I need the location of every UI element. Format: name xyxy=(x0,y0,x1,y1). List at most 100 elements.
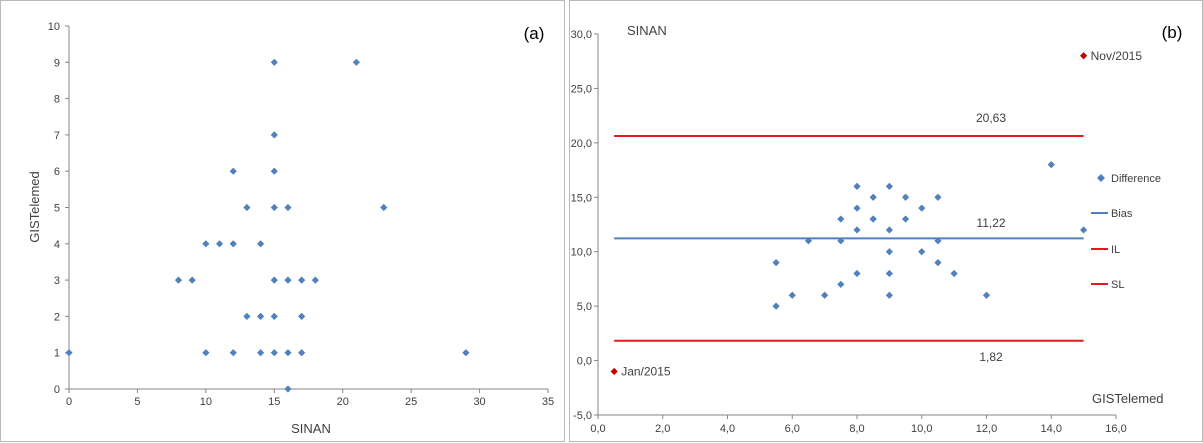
data-point-a xyxy=(298,349,305,356)
chart-title-b: SINAN xyxy=(627,23,667,38)
il-value-label: 1,82 xyxy=(979,350,1003,364)
data-point-a xyxy=(380,204,387,211)
data-point-a xyxy=(257,313,264,320)
sl-value-label: 20,63 xyxy=(976,111,1006,125)
data-point-a xyxy=(243,313,250,320)
y-tick-label-b: -5,0 xyxy=(573,410,592,422)
legend-b: Difference Bias IL SL xyxy=(1091,173,1161,291)
x-axis-title-b: GISTelemed xyxy=(1092,391,1164,406)
data-point-b xyxy=(837,215,844,222)
data-point-b xyxy=(789,292,796,299)
data-point-a xyxy=(284,204,291,211)
data-point-b xyxy=(886,183,893,190)
data-point-b xyxy=(934,259,941,266)
y-tick-label-a: 9 xyxy=(54,57,60,69)
outlier-label: Jan/2015 xyxy=(621,364,671,378)
scatter-plot-a: 0 5 10 15 20 25 30 35 0 1 2 3 4 5 6 7 8 9 10 (a) SINAN GIS… xyxy=(1,1,566,443)
legend-label-il: IL xyxy=(1111,244,1120,256)
data-point-a xyxy=(284,385,291,392)
y-tick-label-b: 5,0 xyxy=(577,301,592,313)
data-point-b xyxy=(870,215,877,222)
outlier-label: Nov/2015 xyxy=(1091,49,1143,63)
y-tick-label-a: 2 xyxy=(54,311,60,323)
chart-panel-a: 0 5 10 15 20 25 30 35 0 1 2 3 4 5 6 7 8 9 10 (a) SINAN GIS… xyxy=(0,0,565,442)
outlier-point xyxy=(1080,52,1087,59)
x-tick-label-a: 35 xyxy=(542,396,554,408)
data-point-a xyxy=(271,204,278,211)
data-point-b xyxy=(853,226,860,233)
x-axis-title-a: SINAN xyxy=(291,421,331,436)
data-point-a xyxy=(298,313,305,320)
y-tick-label-a: 3 xyxy=(54,275,60,287)
data-point-a xyxy=(257,240,264,247)
data-point-b xyxy=(870,194,877,201)
y-tick-label-a: 5 xyxy=(54,203,60,215)
data-point-b xyxy=(918,205,925,212)
outlier-point xyxy=(611,368,618,375)
x-tick-label-a: 5 xyxy=(134,396,140,408)
y-tick-label-a: 10 xyxy=(48,21,60,33)
data-point-a xyxy=(189,277,196,284)
data-point-a xyxy=(271,313,278,320)
x-tick-label-a: 15 xyxy=(268,396,280,408)
data-point-a xyxy=(202,349,209,356)
data-point-a xyxy=(284,277,291,284)
data-point-b xyxy=(886,292,893,299)
x-tick-label-b: 6,0 xyxy=(785,423,800,435)
data-point-a xyxy=(271,168,278,175)
data-point-b xyxy=(886,226,893,233)
data-point-b xyxy=(1080,226,1087,233)
panel-label-b: (b) xyxy=(1162,23,1183,42)
data-point-a xyxy=(312,277,319,284)
y-tick-label-b: 15,0 xyxy=(571,192,592,204)
y-axis-title-a: GISTelemed xyxy=(27,171,42,243)
data-point-a xyxy=(230,240,237,247)
legend-marker-difference xyxy=(1097,174,1105,182)
data-point-a xyxy=(175,277,182,284)
data-point-a xyxy=(284,349,291,356)
x-tick-label-a: 10 xyxy=(200,396,212,408)
x-tick-label-b: 10,0 xyxy=(911,423,932,435)
data-point-a xyxy=(202,240,209,247)
x-tick-label-a: 0 xyxy=(66,396,72,408)
data-point-b xyxy=(837,281,844,288)
y-tick-label-a: 0 xyxy=(54,384,60,396)
data-point-a xyxy=(298,277,305,284)
y-tick-label-a: 7 xyxy=(54,130,60,142)
data-point-b xyxy=(772,303,779,310)
data-point-b xyxy=(902,194,909,201)
data-point-b xyxy=(821,292,828,299)
y-tick-label-b: 20,0 xyxy=(571,138,592,150)
data-point-a xyxy=(462,349,469,356)
x-tick-label-b: 16,0 xyxy=(1105,423,1126,435)
data-point-b xyxy=(886,248,893,255)
data-point-b xyxy=(934,194,941,201)
x-tick-label-b: 12,0 xyxy=(976,423,997,435)
x-tick-label-a: 25 xyxy=(405,396,417,408)
y-tick-label-a: 1 xyxy=(54,348,60,360)
data-point-a xyxy=(353,59,360,66)
legend-label-difference: Difference xyxy=(1111,173,1161,185)
x-tick-label-b: 0,0 xyxy=(590,423,605,435)
data-point-a xyxy=(230,349,237,356)
y-tick-label-b: 30,0 xyxy=(571,29,592,41)
panel-label-a: (a) xyxy=(524,24,545,43)
x-tick-label-a: 20 xyxy=(337,396,349,408)
data-point-a xyxy=(65,349,72,356)
scatter-plot-b: 0,0 2,0 4,0 6,0 8,0 10,0 12,0 14,0 16,0-5,00,05,… xyxy=(570,1,1203,443)
y-tick-label-b: 10,0 xyxy=(571,247,592,259)
data-point-b xyxy=(886,270,893,277)
data-point-b xyxy=(902,215,909,222)
data-point-a xyxy=(216,240,223,247)
data-point-a xyxy=(243,204,250,211)
data-point-b xyxy=(853,270,860,277)
data-point-b xyxy=(853,205,860,212)
data-point-b xyxy=(951,270,958,277)
data-point-a xyxy=(271,131,278,138)
x-tick-label-b: 4,0 xyxy=(720,423,735,435)
x-tick-label-b: 2,0 xyxy=(655,423,670,435)
y-tick-label-a: 8 xyxy=(54,94,60,106)
chart-panel-b: 0,0 2,0 4,0 6,0 8,0 10,0 12,0 14,0 16,0 -5,0 0,0 5,… xyxy=(569,0,1203,442)
legend-label-bias: Bias xyxy=(1111,208,1133,220)
y-tick-label-a: 4 xyxy=(54,239,60,251)
